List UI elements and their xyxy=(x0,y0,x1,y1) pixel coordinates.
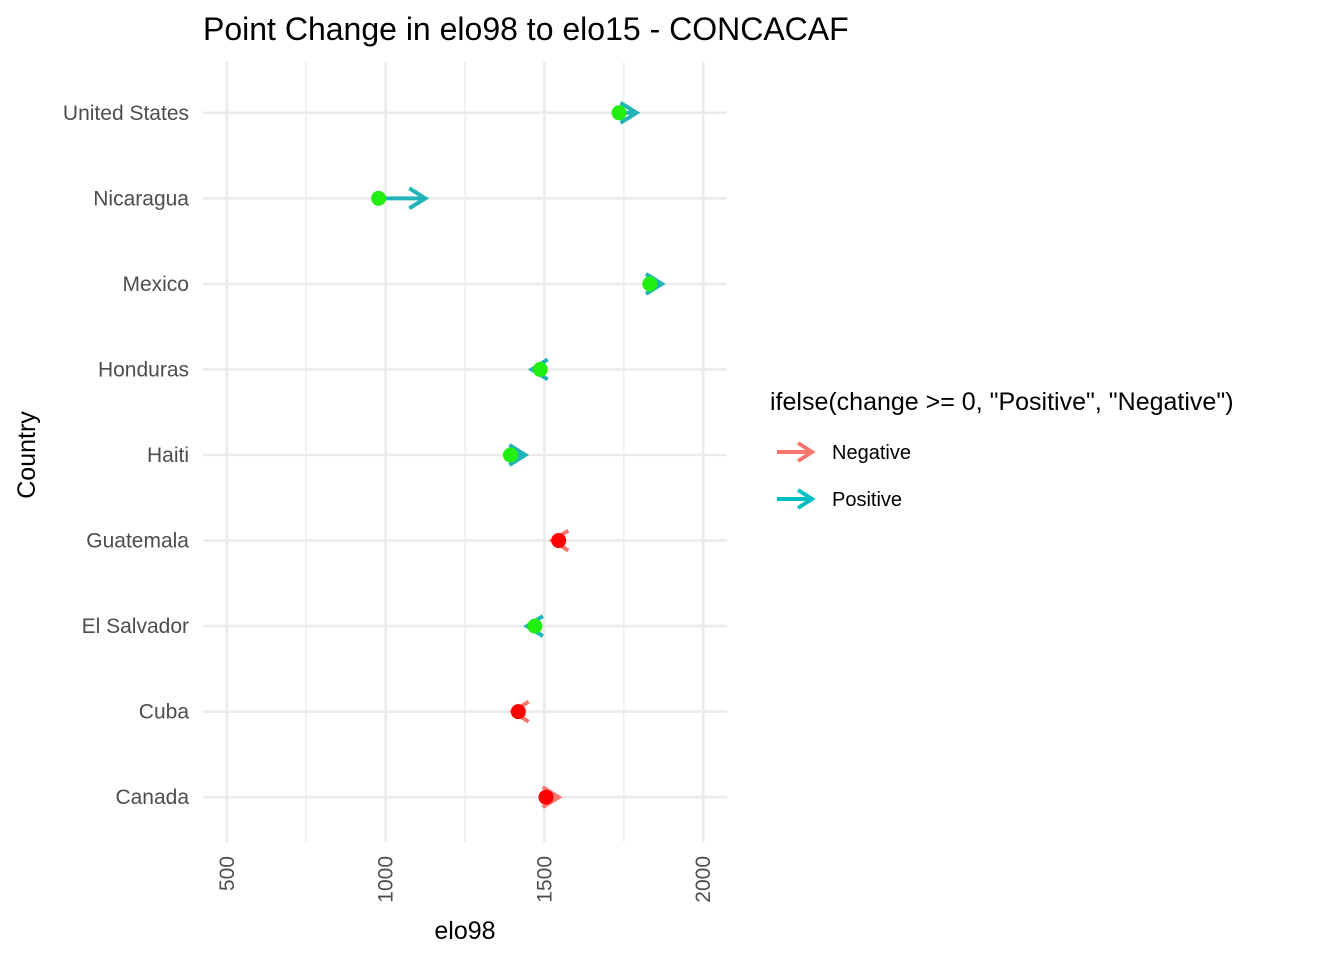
arrow-row xyxy=(642,272,666,296)
legend-key-positive xyxy=(777,488,816,510)
x-tick-label: 1500 xyxy=(533,856,556,903)
chart-title: Point Change in elo98 to elo15 - CONCACA… xyxy=(203,11,849,47)
arrow-row xyxy=(502,443,530,467)
elo98-point xyxy=(510,704,526,720)
x-axis-title: elo98 xyxy=(434,917,495,945)
x-tick-label: 1000 xyxy=(375,856,398,903)
legend-arrow-head xyxy=(796,488,816,510)
y-tick-label: Canada xyxy=(115,786,189,809)
y-tick-label: Honduras xyxy=(98,358,189,381)
legend-key-negative xyxy=(777,441,816,463)
arrow-row xyxy=(371,186,430,211)
arrow-head xyxy=(408,186,430,211)
legend-arrow-head xyxy=(796,441,816,463)
arrow-row xyxy=(538,785,563,809)
legend-title: ifelse(change >= 0, "Positive", "Negativ… xyxy=(770,388,1234,416)
arrow-row xyxy=(548,528,570,553)
y-axis-title: Country xyxy=(13,411,41,499)
elo98-point xyxy=(371,190,387,206)
elo98-point xyxy=(611,105,627,121)
x-tick-labels: 500 1000 1500 2000 xyxy=(216,856,715,903)
y-tick-label: Guatemala xyxy=(86,530,189,553)
y-tick-label: Cuba xyxy=(139,701,190,724)
y-tick-label: Haiti xyxy=(147,444,189,467)
elo98-point xyxy=(538,789,554,805)
arrow-row xyxy=(611,101,641,125)
arrow-row xyxy=(508,699,530,724)
x-tick-label: 2000 xyxy=(692,856,715,903)
y-tick-label: United States xyxy=(63,102,189,125)
arrow-row xyxy=(527,357,549,382)
x-tick-label: 500 xyxy=(216,856,239,891)
arrow-head xyxy=(508,443,530,467)
legend-label: Positive xyxy=(832,489,902,511)
legend: ifelse(change >= 0, "Positive", "Negativ… xyxy=(770,388,1234,511)
y-tick-label: Nicaragua xyxy=(93,187,189,210)
arrow-head xyxy=(619,101,641,125)
y-tick-labels: Canada Cuba El Salvador Guatemala Haiti Hondu… xyxy=(63,102,189,809)
grid xyxy=(203,62,727,842)
elo98-point xyxy=(551,533,567,549)
elo98-point xyxy=(527,618,543,634)
elo98-point xyxy=(642,276,658,292)
elo98-point xyxy=(532,361,548,377)
y-tick-label: Mexico xyxy=(122,273,189,296)
elo98-point xyxy=(502,447,518,463)
legend-label: Negative xyxy=(832,442,911,464)
arrow-row xyxy=(523,614,544,638)
data-marks xyxy=(371,101,666,809)
y-tick-label: El Salvador xyxy=(82,615,189,638)
